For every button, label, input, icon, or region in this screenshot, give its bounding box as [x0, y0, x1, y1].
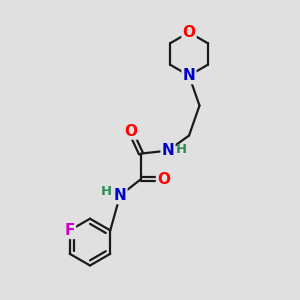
Text: N: N [114, 188, 126, 203]
Text: O: O [124, 124, 137, 139]
Text: N: N [162, 143, 174, 158]
Text: O: O [157, 172, 170, 187]
Text: H: H [101, 184, 112, 198]
Text: N: N [183, 68, 195, 83]
Text: O: O [182, 25, 196, 40]
Text: H: H [176, 142, 187, 156]
Text: F: F [64, 223, 75, 238]
